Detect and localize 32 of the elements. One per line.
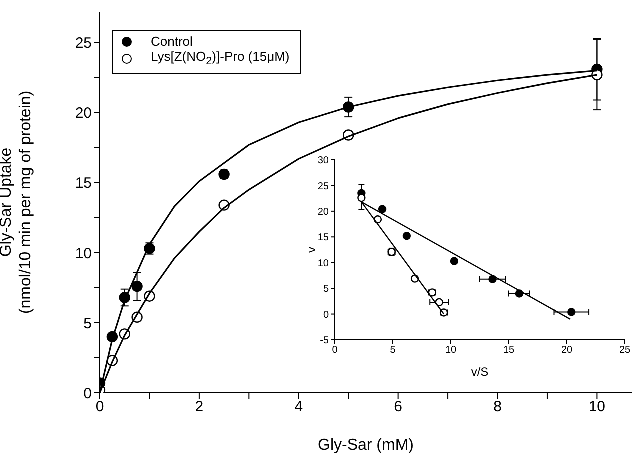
x-tick-label: 8 <box>494 398 502 416</box>
y-tick-label: 10 <box>75 245 92 262</box>
y-tick-label: 20 <box>318 206 330 218</box>
y-tick-label: 0 <box>84 385 92 402</box>
y-tick-label: 25 <box>75 35 92 52</box>
y-axis-title: v <box>304 247 319 253</box>
y-axis-title: Gly-Sar Uptake (nmol/10 min per mg of protein) <box>0 90 34 314</box>
y-tick-label: 10 <box>318 258 330 270</box>
x-axis-title: v/S <box>471 365 489 379</box>
x-tick-label: 2 <box>195 398 204 416</box>
x-tick-label: 4 <box>294 398 304 416</box>
x-tick-label: 5 <box>390 345 396 356</box>
x-tick-label: 10 <box>588 398 606 416</box>
legend-label: Control <box>151 34 193 49</box>
x-tick-label: 20 <box>561 345 573 356</box>
y-tick-label: 15 <box>318 232 330 244</box>
y-tick-label: -5 <box>320 336 330 347</box>
x-tick-label: 15 <box>503 345 515 356</box>
y-tick-label: 5 <box>323 284 330 296</box>
y-tick-label: 25 <box>318 181 330 192</box>
legend-label: Lys[Z(NO$_{2}$)]-Pro (15μM) <box>151 49 290 70</box>
y-tick-label: 30 <box>318 156 330 167</box>
x-tick-label: 0 <box>96 398 104 416</box>
x-tick-label: 25 <box>619 345 631 356</box>
x-tick-label: 0 <box>332 345 338 356</box>
y-tick-label: 0 <box>323 310 330 321</box>
y-tick-label: 5 <box>84 315 92 332</box>
x-tick-label: 10 <box>445 345 457 356</box>
y-tick-label: 15 <box>75 175 92 192</box>
x-tick-label: 6 <box>394 398 402 416</box>
y-tick-label: 20 <box>75 105 92 122</box>
x-axis-title: Gly-Sar (mM) <box>318 437 414 454</box>
